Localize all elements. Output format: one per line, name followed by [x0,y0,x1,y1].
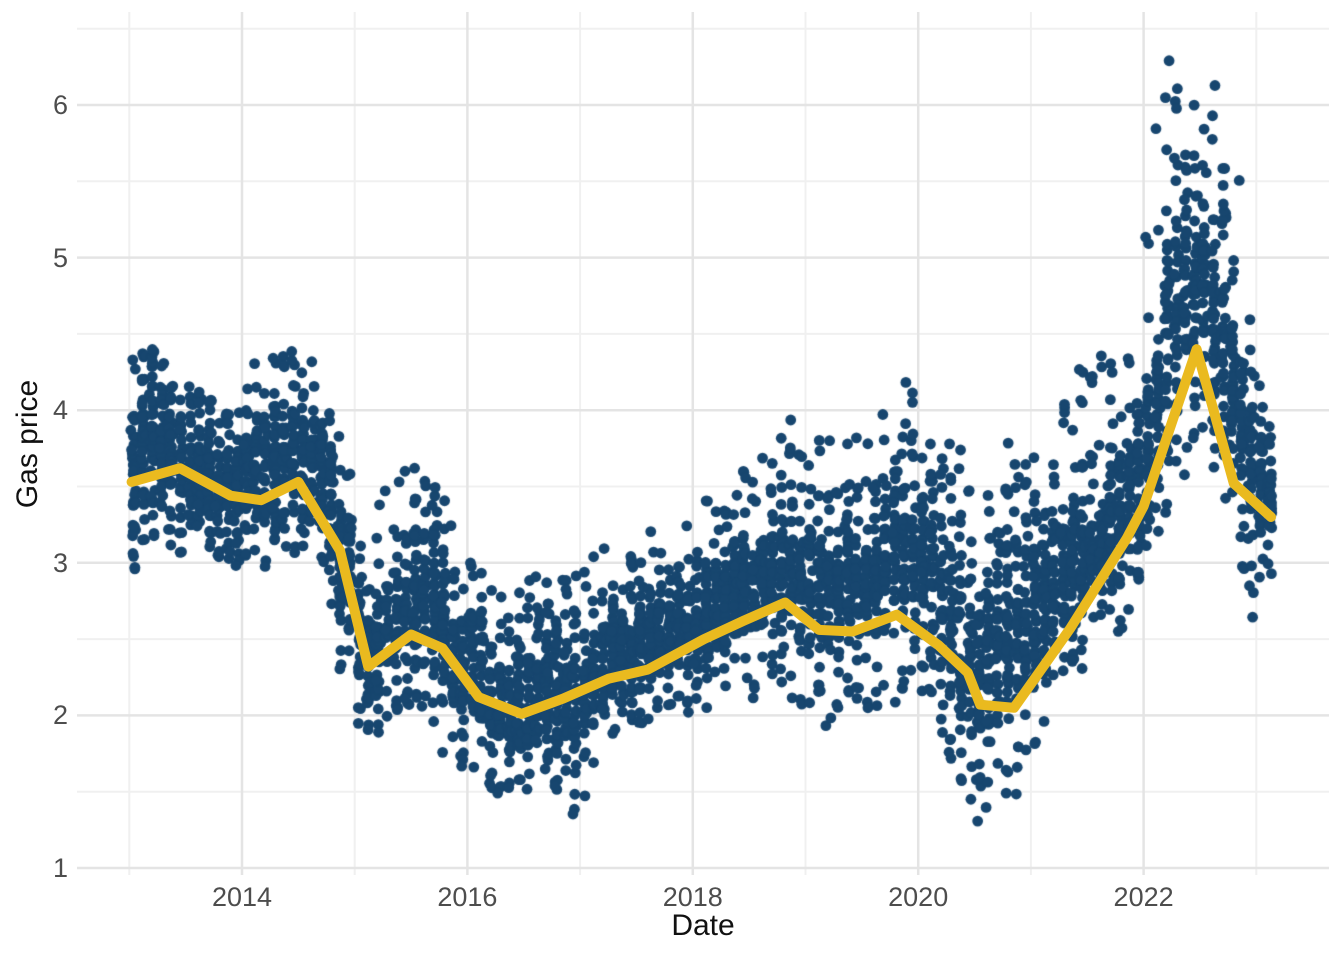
x-axis-tick-label: 2018 [662,882,723,912]
x-axis-tick-label: 2020 [888,882,949,912]
x-axis-tick-label: 2016 [437,882,498,912]
x-axis-tick-label: 2014 [211,882,273,912]
x-axis-title: Date [671,909,735,942]
y-axis-tick-label: 5 [52,242,68,273]
y-axis-tick-label: 2 [52,700,68,731]
y-axis-tick-label: 3 [52,547,68,578]
y-axis-tick-label: 4 [52,395,68,426]
x-axis-tick-label: 2022 [1113,882,1174,912]
y-axis-title: Gas price [11,379,44,508]
y-axis-tick-label: 1 [52,853,68,883]
y-axis-tick-label: 6 [52,90,68,120]
